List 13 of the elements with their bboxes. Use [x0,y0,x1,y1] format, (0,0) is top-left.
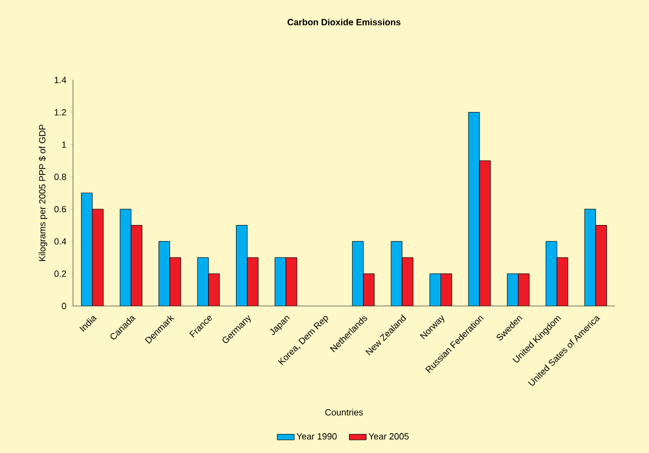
y-tick-label: 0.2 [54,270,66,277]
legend-label: Year 2005 [368,433,409,440]
y-tick-label: 1 [62,141,66,148]
y-axis-title: Kilograms per 2005 PPP $ of GDP [38,124,48,262]
y-tick-label: 0.6 [54,206,66,212]
legend-label: Year 1990 [296,433,337,440]
y-tick-label: 1.4 [54,76,66,84]
y-tick-label: 0.4 [54,238,66,245]
x-axis-title: Countries [325,408,363,416]
y-tick-label: 0.8 [54,174,66,180]
y-tick-label: 0 [62,302,66,310]
y-tick-label: 1.2 [54,109,66,116]
chart-title: Carbon Dioxide Emissions [288,18,400,26]
